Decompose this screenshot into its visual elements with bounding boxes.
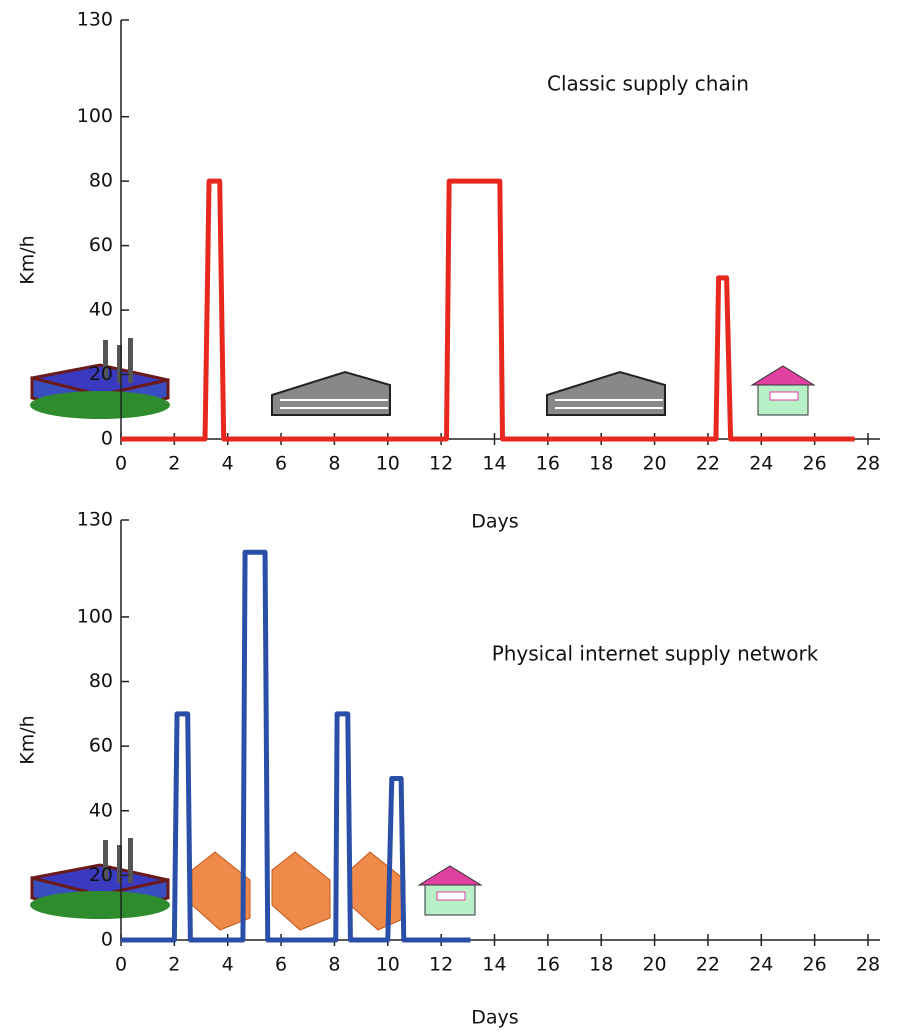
x-axis-label: Days: [471, 1007, 518, 1029]
y-tick-label: 0: [101, 428, 113, 450]
x-tick-label: 14: [482, 954, 506, 976]
x-tick-label: 14: [482, 453, 506, 475]
y-tick-label: 20: [89, 363, 113, 385]
x-tick-label: 26: [803, 954, 827, 976]
y-axis-label: Km/h: [17, 235, 39, 284]
y-tick-label: 80: [89, 670, 113, 692]
y-tick-label: 130: [77, 509, 113, 531]
x-axis-label: Days: [471, 511, 518, 533]
y-tick-label: 60: [89, 234, 113, 256]
x-tick-label: 8: [328, 453, 340, 475]
y-tick-label: 130: [77, 9, 113, 31]
annotation: Classic supply chain: [547, 72, 749, 96]
data-line: [121, 181, 855, 439]
y-tick-label: 40: [89, 299, 113, 321]
x-tick-label: 26: [803, 453, 827, 475]
x-tick-label: 22: [696, 954, 720, 976]
hub-icon: [272, 852, 330, 930]
y-tick-label: 80: [89, 170, 113, 192]
x-tick-label: 12: [429, 453, 453, 475]
shop-icon: [752, 366, 814, 415]
x-tick-label: 4: [222, 954, 234, 976]
x-tick-label: 20: [642, 954, 666, 976]
x-tick-label: 10: [376, 954, 400, 976]
x-tick-label: 16: [536, 453, 560, 475]
x-tick-label: 6: [275, 453, 287, 475]
x-tick-label: 0: [115, 954, 127, 976]
y-tick-label: 40: [89, 799, 113, 821]
shop-icon: [419, 866, 481, 915]
figure: 0204060801001300246810121416182022242628…: [0, 0, 898, 1034]
annotation: Physical internet supply network: [492, 642, 819, 666]
x-tick-label: 10: [376, 453, 400, 475]
x-tick-label: 8: [328, 954, 340, 976]
warehouse-icon: [272, 372, 390, 415]
x-tick-label: 16: [536, 954, 560, 976]
x-tick-label: 28: [856, 954, 880, 976]
hub-icon: [350, 852, 405, 930]
x-tick-label: 24: [749, 954, 773, 976]
x-tick-label: 2: [168, 954, 180, 976]
x-tick-label: 12: [429, 954, 453, 976]
x-tick-label: 22: [696, 453, 720, 475]
y-tick-label: 20: [89, 864, 113, 886]
y-tick-label: 100: [77, 605, 113, 627]
y-tick-label: 60: [89, 735, 113, 757]
x-tick-label: 28: [856, 453, 880, 475]
x-tick-label: 4: [222, 453, 234, 475]
x-tick-label: 24: [749, 453, 773, 475]
x-tick-label: 6: [275, 954, 287, 976]
warehouse-icon: [547, 372, 665, 415]
y-tick-label: 0: [101, 929, 113, 951]
x-tick-label: 18: [589, 954, 613, 976]
x-tick-label: 0: [115, 453, 127, 475]
y-axis-label: Km/h: [17, 715, 39, 764]
x-tick-label: 18: [589, 453, 613, 475]
y-tick-label: 100: [77, 105, 113, 127]
x-tick-label: 20: [642, 453, 666, 475]
x-tick-label: 2: [168, 453, 180, 475]
